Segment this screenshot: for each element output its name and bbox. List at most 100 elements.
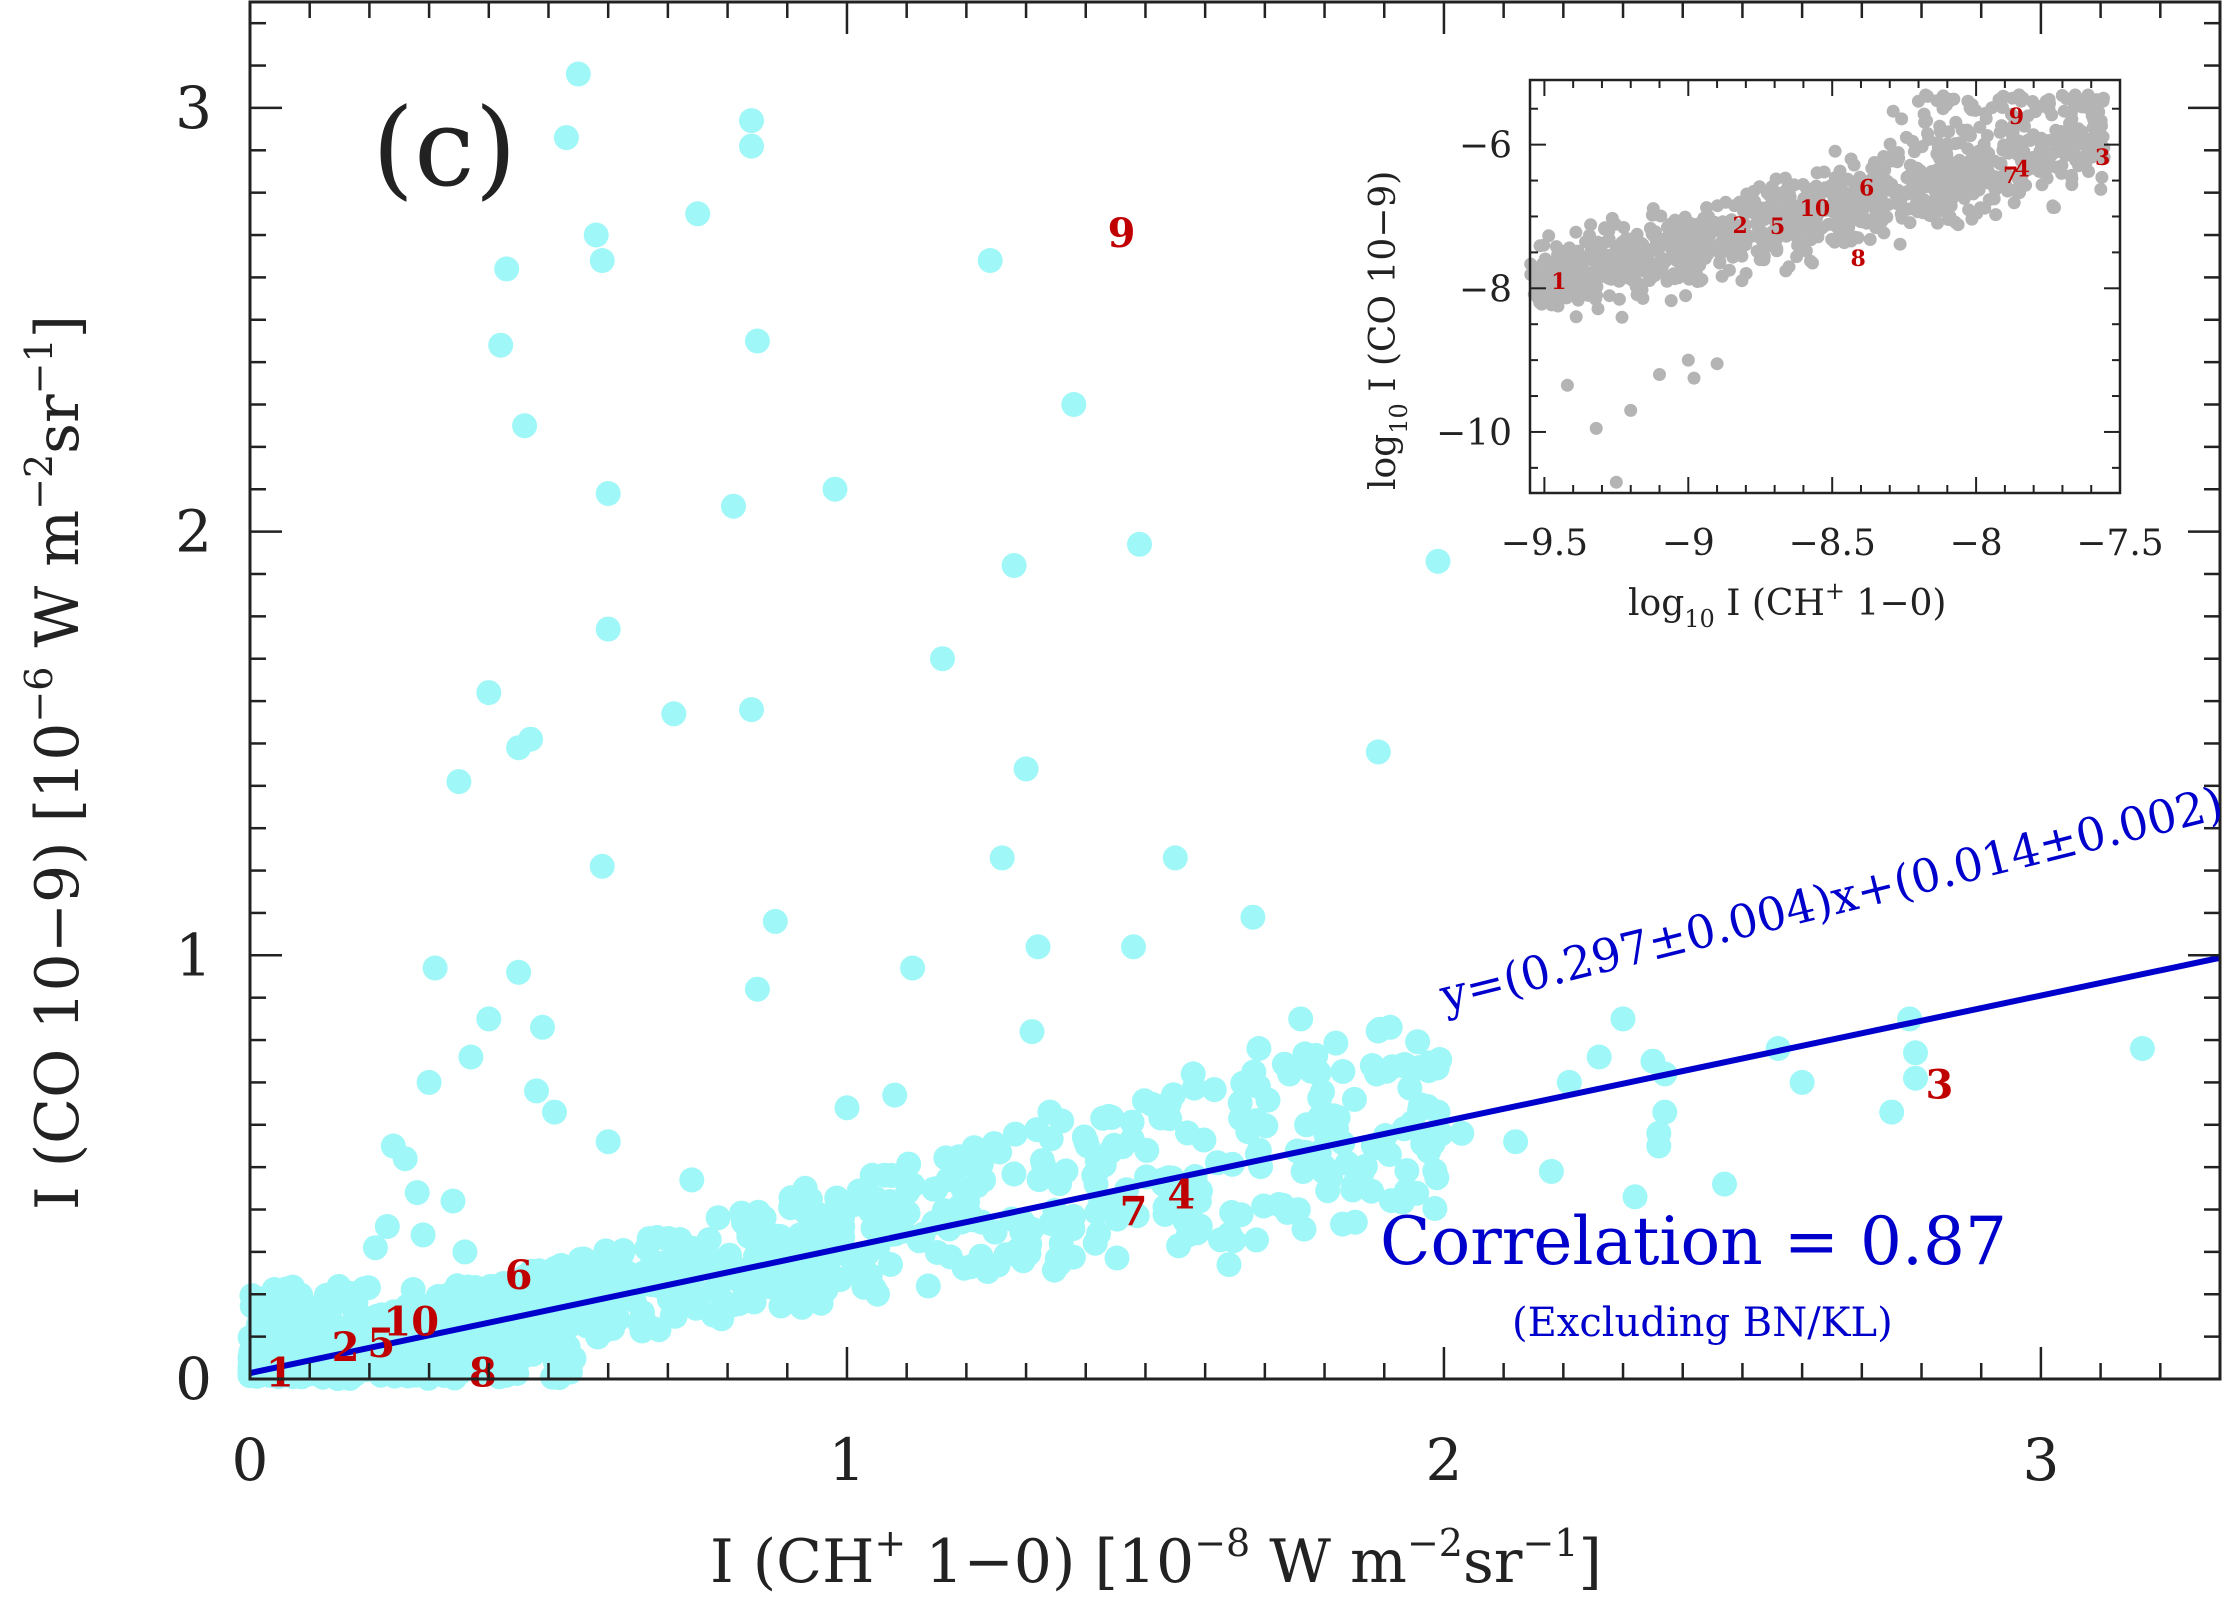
scatter-point (1404, 1180, 1430, 1206)
scatter-point (1001, 553, 1027, 578)
scatter-point (403, 1354, 429, 1380)
inset-point (1762, 202, 1776, 216)
scatter-point (1359, 1053, 1385, 1078)
scatter-point (1228, 1106, 1254, 1131)
main-fit-line-group (249, 954, 2221, 1377)
scatter-point (739, 697, 764, 723)
inset-marker-label-10: 10 (1800, 196, 1831, 222)
scatter-point (659, 1303, 685, 1328)
panel-label: (c) (372, 86, 517, 211)
scatter-point (2129, 1036, 2155, 1061)
inset-point (2026, 151, 2040, 164)
inset-point (1679, 289, 1693, 303)
inset-point (1704, 221, 1718, 235)
x-axis-title-exp: −8 (1194, 1521, 1250, 1565)
x-axis-title-sr-exp: −1 (1522, 1521, 1578, 1565)
scatter-point (900, 1172, 926, 1198)
inset-point (1653, 368, 1666, 381)
inset-point (1922, 133, 1936, 146)
inset-point (2038, 165, 2052, 179)
scatter-point (1330, 1211, 1355, 1237)
inset-point (1753, 230, 1766, 244)
marker-label-2: 2 (332, 1324, 360, 1371)
scatter-point (1416, 1138, 1442, 1164)
scatter-point (476, 1006, 502, 1032)
inset-point (1828, 144, 1842, 158)
inset-point (1796, 197, 1810, 211)
inset-point (1890, 155, 1904, 169)
inset-point (1987, 192, 2001, 206)
scatter-point (452, 1239, 478, 1265)
inset-marker-label-3: 3 (2095, 145, 2110, 171)
scatter-point (1019, 1019, 1045, 1045)
scatter-point (1538, 1158, 1564, 1184)
scatter-point (303, 1302, 329, 1328)
inset-point (2010, 182, 2024, 196)
inset-point (2074, 137, 2088, 151)
scatter-point (532, 1277, 558, 1303)
inset-point (1553, 254, 1567, 268)
scatter-point (744, 328, 770, 354)
inset-marker-label-8: 8 (1850, 246, 1865, 272)
scatter-point (900, 955, 926, 981)
marker-label-8: 8 (469, 1350, 497, 1397)
scatter-point (400, 1277, 426, 1302)
scatter-point (530, 1014, 555, 1040)
x-axis-title-unit-exp: −2 (1407, 1521, 1463, 1565)
inset-point (1790, 250, 1804, 264)
scatter-point (739, 133, 764, 159)
inset-point (1600, 248, 1614, 262)
scatter-point (729, 1200, 755, 1226)
scatter-point (962, 1154, 988, 1180)
scatter-point (915, 1273, 941, 1299)
scatter-point (595, 1129, 621, 1155)
scatter-point (332, 1354, 358, 1380)
scatter-point (1270, 1192, 1296, 1218)
scatter-point (446, 769, 472, 795)
inset-point (2075, 124, 2089, 138)
scatter-point (1294, 1112, 1320, 1138)
x-axis-title-sup: + (874, 1521, 906, 1565)
scatter-point (251, 1340, 277, 1366)
inset-point (1558, 282, 1572, 296)
inset-x-tick-label: −9.5 (1501, 523, 1588, 564)
y-axis-title-sr-exp: −1 (17, 338, 61, 394)
inset-point (1994, 156, 2008, 170)
scatter-point (446, 1351, 472, 1377)
inset-point (1899, 130, 1913, 144)
inset-point (1952, 153, 1966, 167)
scatter-point (1407, 1097, 1433, 1123)
scatter-point (1503, 1129, 1529, 1155)
inset-x-tick-label: −9 (1662, 523, 1715, 564)
inset-point (1645, 227, 1659, 241)
scatter-point (1290, 1159, 1316, 1184)
scatter-point (745, 1228, 771, 1254)
inset-point (1941, 200, 1955, 214)
scatter-point (822, 476, 848, 502)
scatter-point (857, 1184, 882, 1210)
scatter-point (830, 1204, 856, 1230)
x-tick-label: 2 (1425, 1426, 1462, 1494)
inset-x-title-end: 1−0) (1845, 583, 1946, 624)
inset-point (1963, 156, 1976, 170)
inset-point (1753, 209, 1767, 223)
y-tick-label: 1 (175, 921, 212, 989)
inset-point (2096, 94, 2110, 108)
inset-point (1569, 225, 1583, 239)
inset-point (1954, 168, 1968, 182)
inset-x-title-part: log (1628, 583, 1684, 624)
inset-point (1665, 250, 1679, 264)
scatter-point (1251, 1193, 1277, 1219)
inset-point (2096, 130, 2110, 144)
inset-point (2018, 119, 2031, 133)
inset-point (2026, 128, 2040, 142)
scatter-point (1156, 1091, 1182, 1117)
inset-point (1908, 178, 1922, 192)
inset-x-tick-label: −8 (1950, 523, 2003, 564)
x-axis-title-unit: W m (1250, 1527, 1407, 1597)
inset-point (1848, 230, 1862, 244)
inset-marker-label-7: 7 (2003, 163, 2018, 189)
scatter-point (502, 1328, 528, 1354)
scatter-point (1330, 1059, 1356, 1084)
scatter-point (1789, 1069, 1815, 1095)
